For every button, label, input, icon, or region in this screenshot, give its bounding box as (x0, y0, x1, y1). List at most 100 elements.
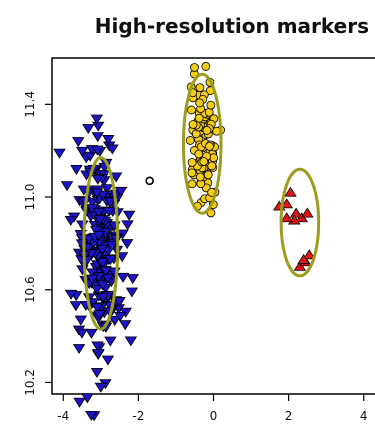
triangle-down-point (99, 266, 112, 277)
x-tick-label: -4 (57, 409, 69, 423)
triangle-down-point (102, 207, 116, 218)
triangle-up-point (284, 186, 297, 197)
triangle-up-point (301, 207, 314, 218)
triangle-down-point (102, 135, 115, 145)
triangle-down-point (91, 145, 104, 156)
triangle-down-point (85, 410, 98, 421)
triangle-down-point (64, 215, 78, 226)
x-tick-label: 0 (210, 409, 218, 423)
cluster-ellipse (279, 167, 321, 278)
triangle-down-point (73, 397, 86, 408)
triangle-down-point (96, 280, 109, 291)
circle-point (187, 168, 197, 178)
triangle-down-point (92, 230, 106, 241)
triangle-down-point (114, 186, 128, 197)
triangle-down-point (89, 226, 103, 237)
triangle-down-point (76, 220, 89, 231)
triangle-down-point (122, 210, 136, 221)
triangle-down-point (72, 137, 85, 148)
circle-point (204, 107, 214, 117)
triangle-down-point (116, 272, 130, 283)
x-tick-label: 2 (285, 409, 293, 423)
circle-point (188, 120, 198, 129)
triangle-down-point (90, 368, 104, 378)
triangle-down-point (125, 287, 139, 298)
triangle-down-point (75, 328, 89, 339)
triangle-down-point (83, 151, 97, 162)
triangle-down-point (86, 274, 99, 285)
triangle-down-point (96, 292, 110, 303)
triangle-down-point (64, 289, 78, 300)
triangle-up-point (280, 198, 293, 209)
triangle-down-point (124, 336, 138, 347)
triangle-down-point (104, 255, 117, 266)
circle-point (187, 158, 197, 167)
triangle-down-point (90, 114, 104, 125)
triangle-down-point (75, 146, 89, 157)
triangle-down-point (120, 239, 134, 250)
triangle-down-point (104, 197, 117, 208)
triangle-down-point (93, 310, 106, 321)
triangle-down-point (101, 355, 115, 366)
triangle-down-point (91, 121, 105, 132)
triangle-down-point (90, 284, 104, 295)
y-axis: 10.2 10.6 11.0 11.4 (23, 91, 52, 396)
circle-point (190, 63, 199, 72)
chart-title: High-resolution markers (94, 14, 369, 38)
triangle-down-point (91, 341, 104, 352)
x-axis: -4 -2 0 2 4 (57, 394, 368, 423)
triangle-down-point (92, 349, 105, 360)
ellipses-layer (82, 72, 321, 331)
y-tick-label: 10.6 (23, 276, 37, 303)
triangle-down-point (93, 215, 107, 226)
x-tick-label: -2 (132, 409, 144, 423)
triangle-up-point (303, 249, 316, 260)
triangle-down-point (72, 344, 86, 355)
circle-point (201, 62, 211, 71)
triangle-down-point (105, 240, 118, 251)
triangle-up-point (280, 212, 293, 223)
triangle-down-point (101, 273, 115, 284)
triangle-down-point (119, 320, 132, 331)
circle-point (195, 83, 205, 93)
triangle-down-point (74, 315, 88, 326)
triangle-down-point (100, 184, 114, 195)
circle-point (185, 136, 195, 145)
x-tick-label: 4 (360, 409, 368, 423)
circle-point (194, 149, 204, 159)
open-circle-point (145, 176, 154, 186)
triangle-down-point (104, 336, 117, 347)
circle-point (195, 172, 205, 182)
circle-point (205, 141, 214, 151)
y-tick-label: 11.0 (23, 184, 37, 211)
triangle-down-point (106, 144, 119, 155)
circle-point (203, 170, 213, 180)
triangle-down-point (113, 297, 126, 308)
triangle-down-point (126, 274, 139, 285)
circle-point (202, 126, 212, 135)
triangle-down-point (108, 315, 122, 326)
triangle-down-point (121, 220, 134, 231)
circle-point (195, 98, 205, 108)
triangle-down-point (94, 382, 108, 393)
circle-point (199, 157, 209, 166)
triangle-down-point (109, 172, 123, 183)
circle-point (194, 113, 204, 123)
triangle-down-point (70, 165, 83, 175)
triangle-down-point (85, 328, 98, 339)
circle-point (207, 161, 217, 171)
cluster-ellipse (181, 72, 223, 215)
triangle-down-point (91, 132, 104, 143)
circle-point (206, 100, 216, 110)
triangle-down-point (96, 258, 110, 269)
y-tick-label: 10.2 (23, 369, 37, 396)
triangle-down-point (60, 181, 74, 192)
triangle-down-point (91, 174, 105, 185)
circle-point (187, 179, 197, 189)
triangle-down-point (91, 303, 104, 314)
triangle-down-point (90, 188, 104, 199)
y-tick-label: 11.4 (23, 91, 37, 118)
cluster-ellipse (82, 156, 120, 331)
triangle-down-point (82, 124, 95, 135)
